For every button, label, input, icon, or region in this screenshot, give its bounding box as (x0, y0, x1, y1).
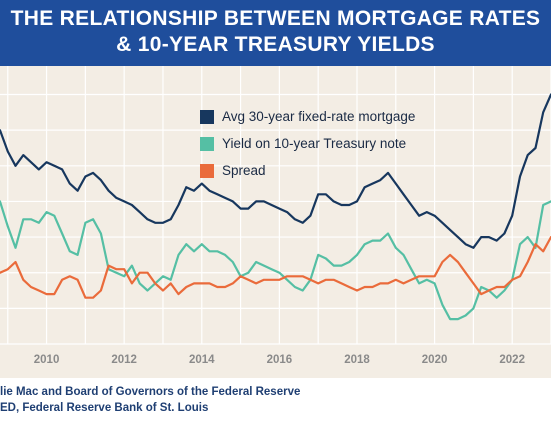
source-line-2: ED, Federal Reserve Bank of St. Louis (0, 402, 209, 414)
chart-title-line-1: THE RELATIONSHIP BETWEEN MORTGAGE RATES (10, 7, 541, 30)
chart-title-line-2: & 10-YEAR TREASURY YIELDS (116, 33, 435, 56)
series-line-yield-on-10-year-treasury-note (0, 200, 551, 321)
series-line-spread (0, 236, 551, 299)
source-line-1: lie Mac and Board of Governors of the Fe… (0, 386, 301, 398)
x-tick-label-2016: 2016 (267, 354, 293, 366)
legend-item-spread: Spread (200, 157, 415, 184)
x-tick-label-2010: 2010 (34, 354, 60, 366)
x-tick-label-2018: 2018 (344, 354, 370, 366)
legend-swatch-spread (200, 163, 214, 178)
legend-swatch-mortgage (200, 109, 214, 124)
legend-item-treasury: Yield on 10-year Treasury note (200, 130, 415, 157)
legend-swatch-treasury (200, 136, 214, 151)
x-tick-label-2014: 2014 (189, 354, 215, 366)
x-tick-label-2022: 2022 (499, 354, 525, 366)
legend-label-spread: Spread (222, 163, 266, 178)
legend-label-treasury: Yield on 10-year Treasury note (222, 136, 407, 151)
chart-header: THE RELATIONSHIP BETWEEN MORTGAGE RATES … (0, 0, 551, 66)
chart-legend: Avg 30-year fixed-rate mortgage Yield on… (200, 103, 415, 184)
series-line-avg-30-year-fixed-rate-mortgage (0, 93, 551, 249)
x-tick-label-2020: 2020 (422, 354, 448, 366)
legend-item-mortgage: Avg 30-year fixed-rate mortgage (200, 103, 415, 130)
legend-label-mortgage: Avg 30-year fixed-rate mortgage (222, 109, 416, 124)
x-tick-label-2012: 2012 (111, 354, 137, 366)
source-note: lie Mac and Board of Governors of the Fe… (0, 384, 551, 416)
line-chart: 2010 2012 2014 2016 2018 2020 2022 (0, 66, 551, 366)
chart-plot-area: 2010 2012 2014 2016 2018 2020 2022 Avg 30-year… (0, 66, 551, 378)
